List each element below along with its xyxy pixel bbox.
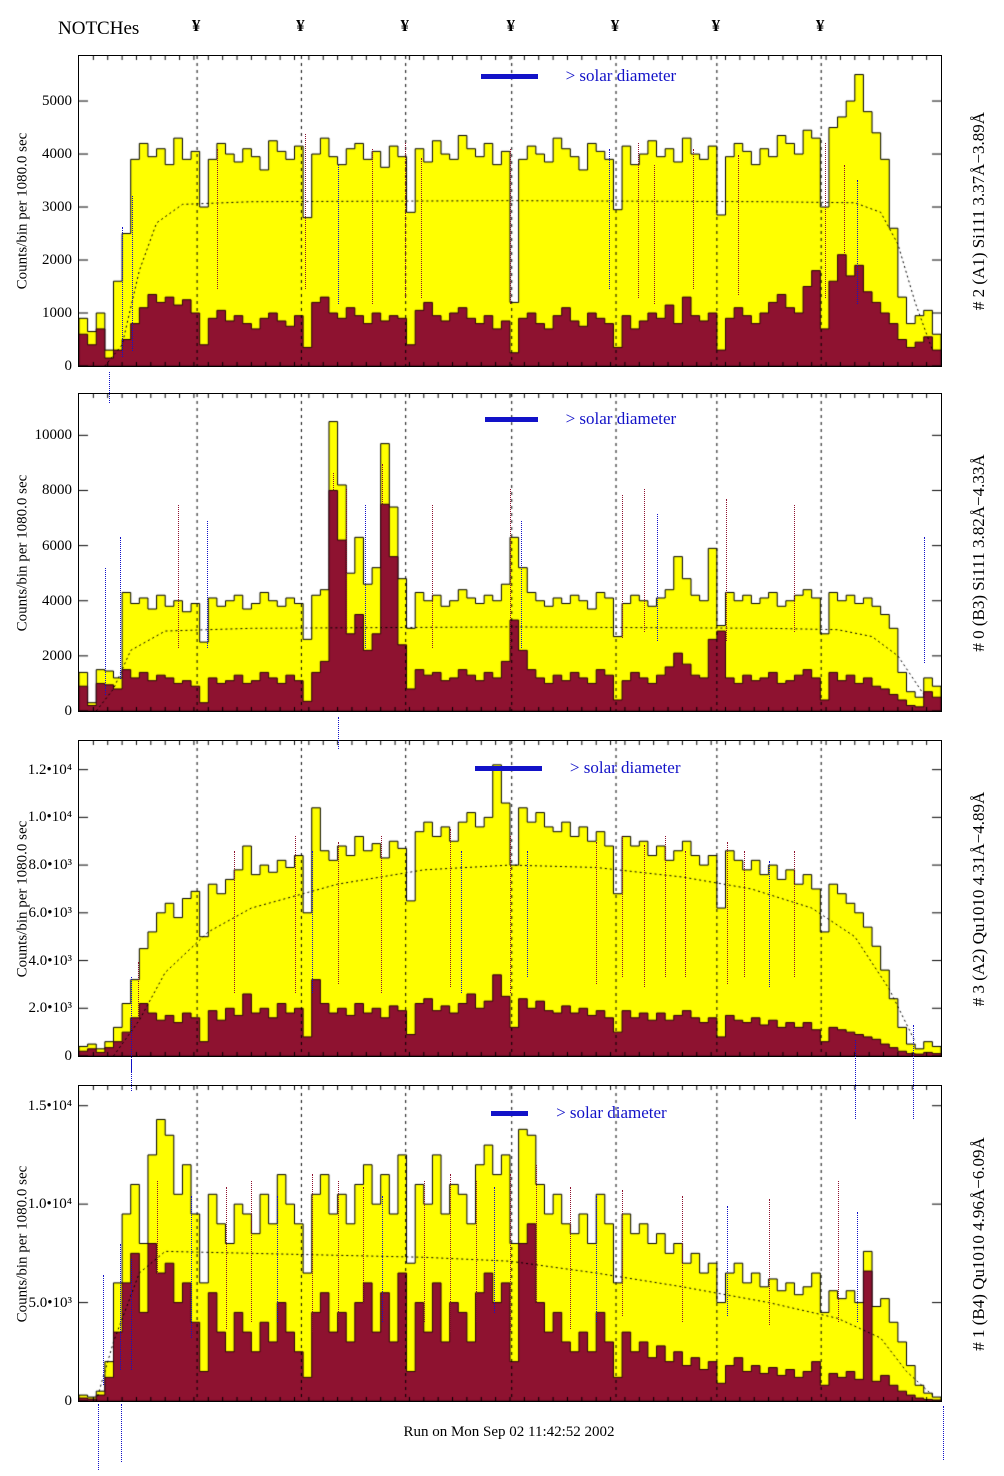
notch-markers-row: ¥ ¥ ¥ ¥ ¥ ¥ ¥ [78,16,940,42]
solar-diameter-bar-icon [480,73,538,79]
y-axis-ticks: 0 2.0•10³ 4.0•10³ 6.0•10³ 8.0•10³ 1.0•10⁴ 1.2•… [2,741,73,1064]
solar-diameter-bar-icon [485,416,538,422]
y-tick-label: 4000 [42,146,72,163]
y-tick-label: 6.0•10³ [28,904,73,921]
y-tick-label: 2.0•10³ [28,1000,73,1017]
notch-marker-icon: ¥ [191,16,201,35]
panel-3-a2-qu1010: 0 2.0•10³ 4.0•10³ 6.0•10³ 8.0•10³ 1.0•10⁴ 1.2•… [15,740,988,1119]
y-tick-label: 5000 [42,93,72,110]
y-tick-label: 1000 [42,305,72,321]
y-tick-label: 2000 [42,647,72,664]
y-tick-label: 6000 [42,537,72,554]
histogram-canvas [79,56,941,366]
y-tick-label: 2000 [42,252,72,269]
panel-0-b3-si111: 0 2000 4000 6000 8000 10000 Counts/bin per 10… [15,393,988,750]
panel-2-a1-si111: 0 1000 2000 3000 4000 5000 Counts/bin per 108… [15,55,988,404]
y-tick-label: 0 [64,703,73,719]
y-tick-label: 8000 [42,482,72,499]
y-tick-label: 1.0•10⁴ [27,1196,72,1213]
y-tick-label: 10000 [34,427,73,444]
panel-title: # 3 (A2) Qu1010 4.31Å−4.89Å [969,791,988,1006]
panel-title: # 1 (B4) Qu1010 4.96Å−6.09Å [969,1136,988,1351]
y-tick-label: 3000 [42,199,72,216]
notch-marker-icon: ¥ [815,16,825,35]
y-tick-label: 8.0•10³ [28,857,73,874]
panel-title: # 0 (B3) Si111 3.82Å−4.33Å [969,453,988,652]
panel-title: # 2 (A1) Si111 3.37Å−3.89Å [969,111,988,311]
y-axis-ticks: 0 2000 4000 6000 8000 10000 [2,394,73,719]
solar-diameter-legend: > solar diameter [485,409,676,429]
solar-diameter-legend: > solar diameter [480,66,677,86]
y-axis-ticks: 0 5.0•10³ 1.0•10⁴ 1.5•10⁴ [2,1086,73,1409]
histogram-canvas [79,1086,941,1401]
y-axis-ticks: 0 1000 2000 3000 4000 5000 [2,56,72,374]
run-timestamp: Run on Mon Sep 02 11:42:52 2002 [403,1424,615,1440]
y-tick-label: 5.0•10³ [28,1294,73,1311]
histogram-canvas [79,741,941,1056]
histogram-canvas [79,394,941,711]
y-tick-label: 4000 [42,592,72,609]
solar-diameter-label: > solar diameter [569,758,681,777]
y-axis-label: Counts/bin per 1080.0 sec [14,132,31,290]
y-tick-label: 1.5•10⁴ [27,1097,72,1114]
panel-1-b4-qu1010: 0 5.0•10³ 1.0•10⁴ 1.5•10⁴ Counts/bin per 10… [15,1085,988,1409]
solar-diameter-bar-icon [491,1110,529,1116]
solar-diameter-legend: > solar diameter [474,758,681,778]
notch-marker-icon: ¥ [400,16,409,35]
notches-title: NOTCHes [58,18,140,39]
y-axis-label: Counts/bin per 1080.0 sec [14,1165,31,1322]
notch-marker-icon: ¥ [506,16,515,35]
y-axis-label: Counts/bin per 1080.0 sec [14,474,31,631]
y-tick-label: 4.0•10³ [28,952,73,969]
y-tick-label: 1.0•10⁴ [27,809,72,826]
solar-diameter-label: > solar diameter [565,409,677,428]
solar-diameter-bar-icon [474,765,542,771]
notch-marker-icon: ¥ [711,16,721,35]
solar-diameter-label: > solar diameter [565,66,677,85]
annotation-mark [943,1406,944,1460]
y-axis-label: Counts/bin per 1080.0 sec [14,820,31,977]
solar-diameter-legend: > solar diameter [491,1103,667,1123]
y-tick-label: 1.2•10⁴ [27,761,72,778]
solar-diameter-label: > solar diameter [556,1103,667,1122]
y-tick-label: 0 [64,1393,73,1409]
notch-marker-icon: ¥ [610,16,620,35]
y-tick-label: 0 [64,1048,73,1064]
notch-marker-icon: ¥ [296,16,305,35]
header: NOTCHes ¥ ¥ ¥ ¥ ¥ ¥ ¥ [0,12,1004,46]
y-tick-label: 0 [64,358,73,374]
